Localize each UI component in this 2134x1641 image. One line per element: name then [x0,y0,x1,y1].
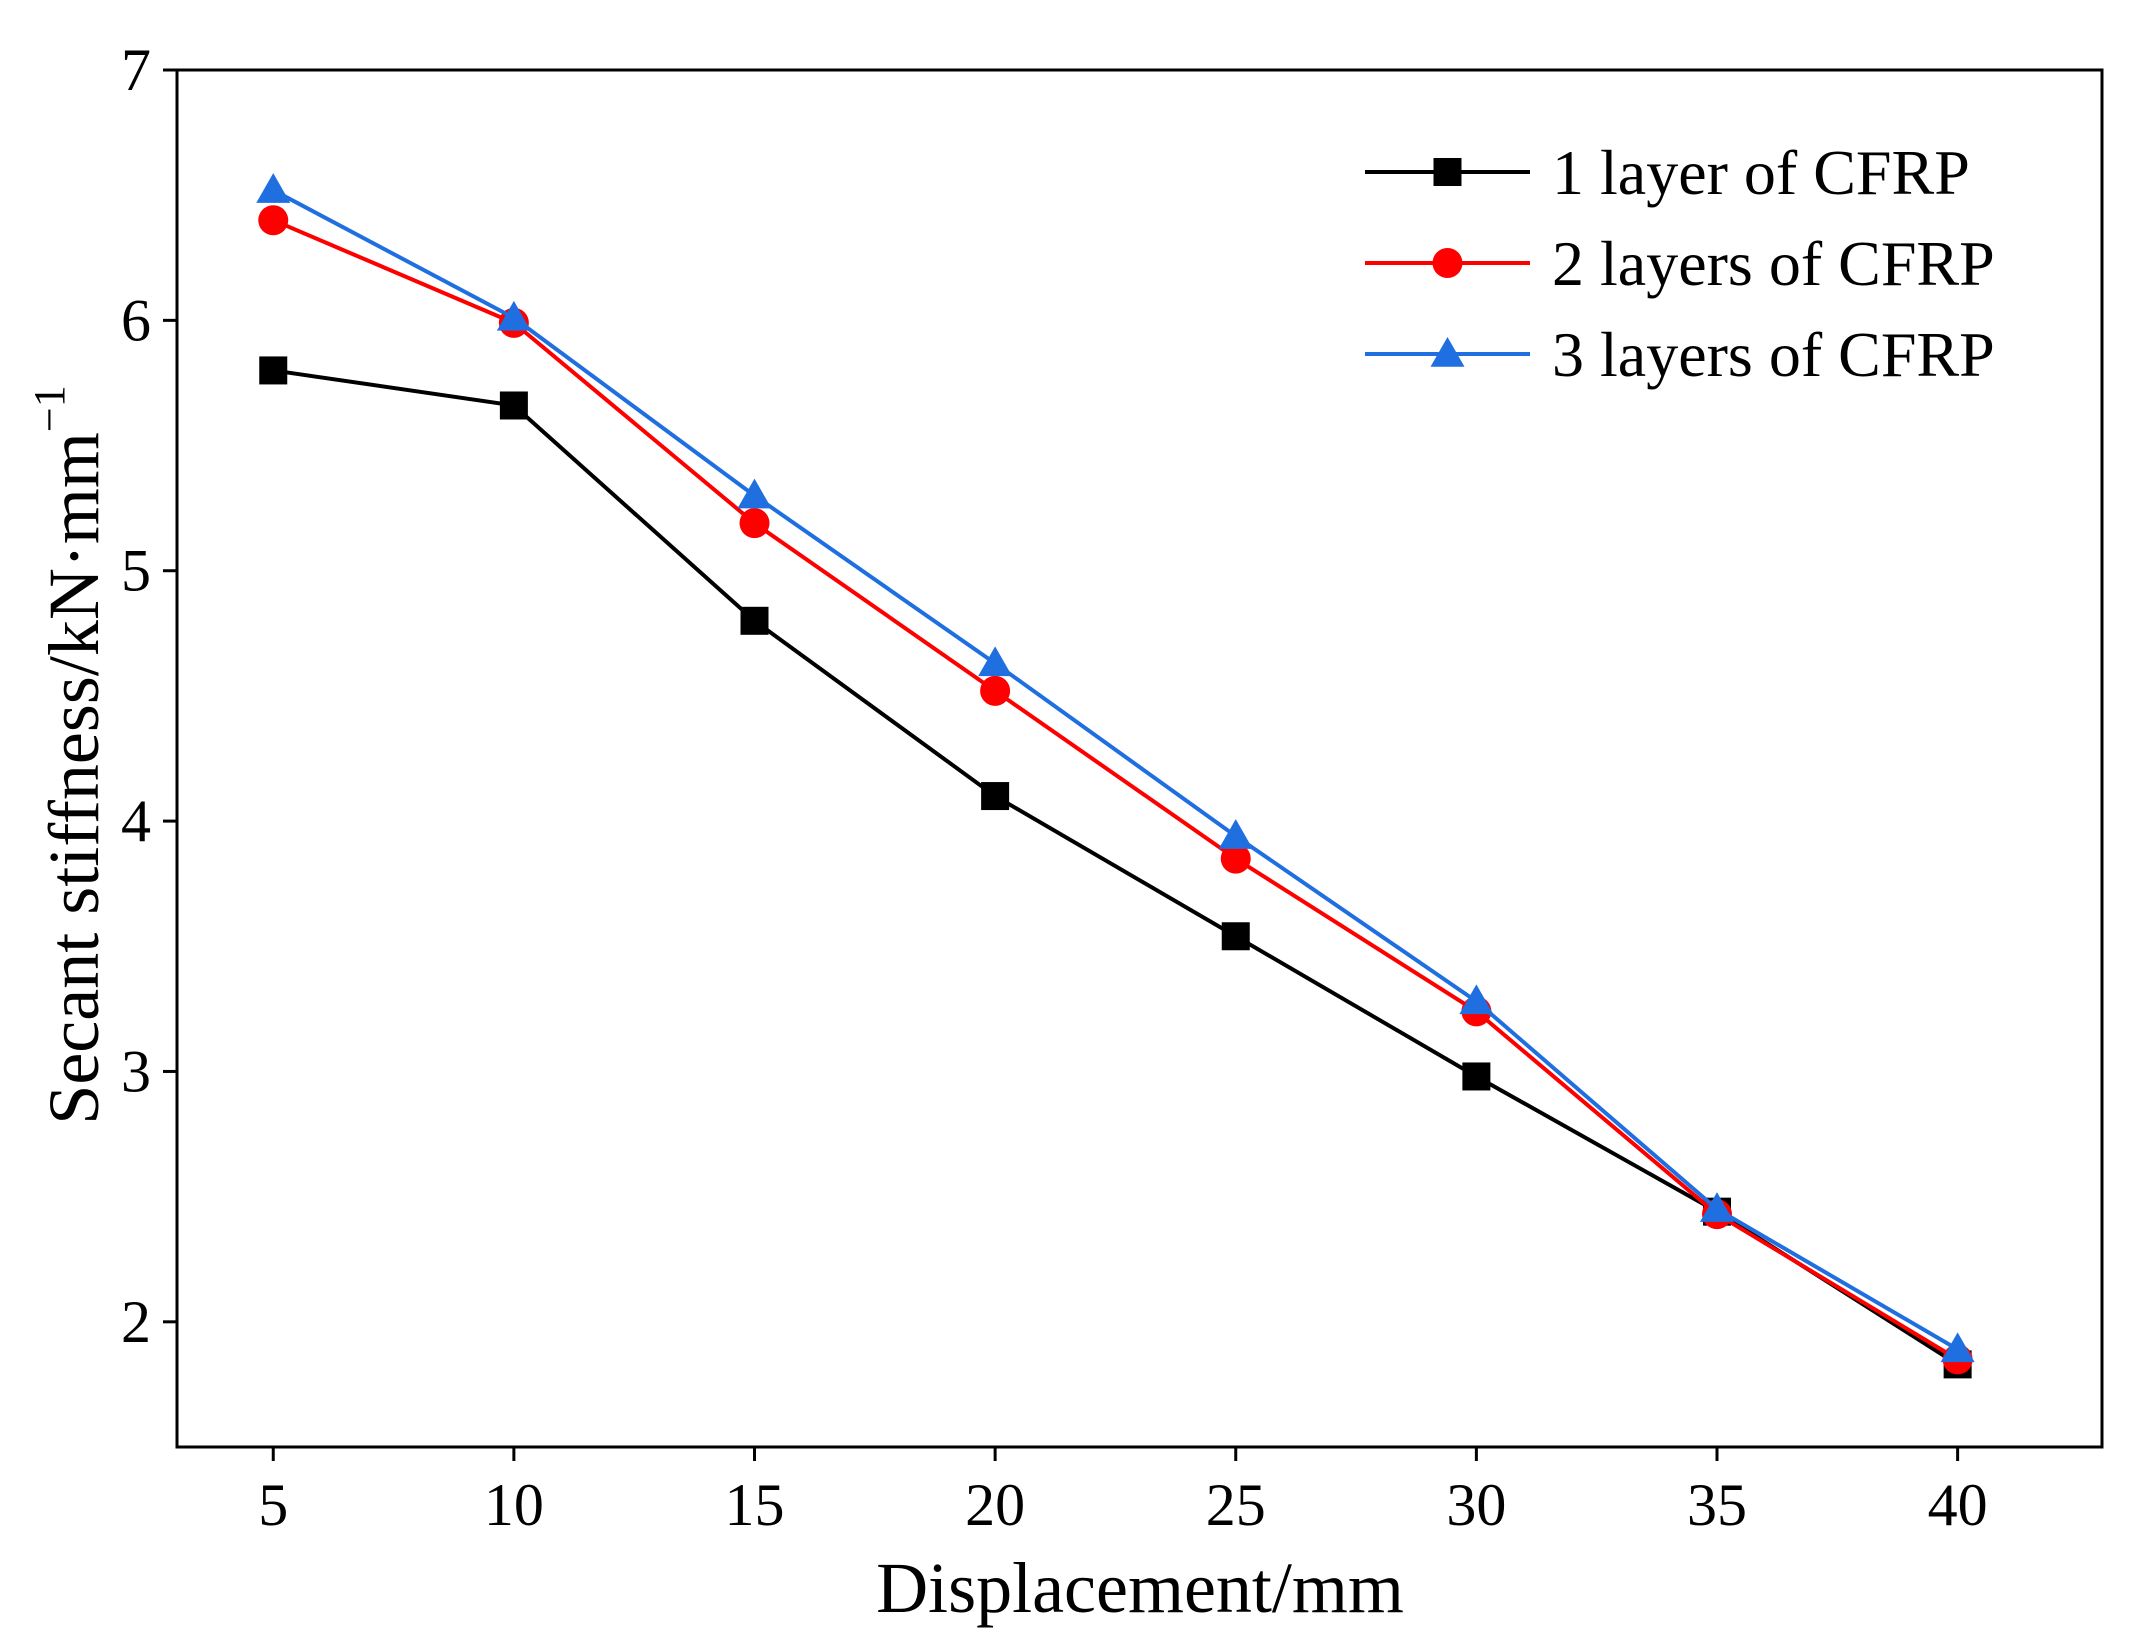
y-axis-title-superscript: −1 [25,385,74,432]
y-tick-label: 4 [121,788,151,854]
x-tick-label: 40 [1928,1472,1988,1538]
data-point-square [740,606,769,635]
x-axis-title: Displacement/mm [876,1548,1404,1628]
legend-marker-circle [1432,248,1463,278]
series-line [272,188,1959,1352]
data-point-triangle [496,300,531,331]
data-point-triangle [978,646,1013,677]
series-3 [256,173,1975,1363]
data-point-square [981,782,1010,811]
series-line [272,218,1959,1362]
data-point-circle [980,675,1011,706]
legend-item: 1 layer of CFRP [1365,137,1970,208]
y-axis-title: Secant stiffness/kN·mm−1 [25,385,114,1124]
legend-marker-triangle [1430,337,1465,367]
legend-marker-square [1433,158,1462,186]
legend-label: 2 layers of CFRP [1552,228,1995,299]
x-tick-label: 35 [1687,1472,1747,1538]
data-point-triangle [1459,984,1494,1015]
data-point-triangle [737,478,772,509]
y-tick-label: 5 [121,538,151,604]
data-point-triangle [256,173,291,203]
y-tick-label: 2 [121,1289,151,1355]
data-point-triangle [1700,1192,1734,1222]
data-point-triangle [1940,1332,1975,1363]
y-axis-title-main: Secant stiffness/kN·mm [34,432,114,1125]
legend-label: 1 layer of CFRP [1552,137,1970,208]
legend-item: 3 layers of CFRP [1365,319,1995,390]
data-point-circle [258,205,289,236]
axes-layer: 5 10 15 20 25 30 35 40 2 3 4 5 6 7 [121,37,2104,1538]
legend-label: 3 layers of CFRP [1552,319,1995,390]
y-tick-label: 7 [121,37,151,103]
legend: 1 layer of CFRP 2 layers of CFRP 3 layers … [1365,137,1995,390]
series-line [272,368,1959,1367]
legend-item: 2 layers of CFRP [1365,228,1995,299]
x-tick-label: 5 [258,1472,288,1538]
x-tick-label: 25 [1206,1472,1266,1538]
y-tick-label: 3 [121,1038,151,1104]
plot-frame [175,68,2104,1449]
data-point-square [499,391,528,420]
x-tick-label: 10 [484,1472,544,1538]
data-point-square [1462,1062,1491,1091]
data-point-triangle [1218,819,1253,849]
data-point-square [1221,922,1250,951]
data-point-square [259,356,288,385]
series-layer [256,173,1975,1379]
x-tick-label: 20 [965,1472,1025,1538]
y-tick-label: 6 [121,287,151,353]
x-tick-label: 30 [1446,1472,1506,1538]
data-point-circle [739,508,770,539]
x-tick-label: 15 [725,1472,785,1538]
data-point-circle [1220,843,1251,874]
